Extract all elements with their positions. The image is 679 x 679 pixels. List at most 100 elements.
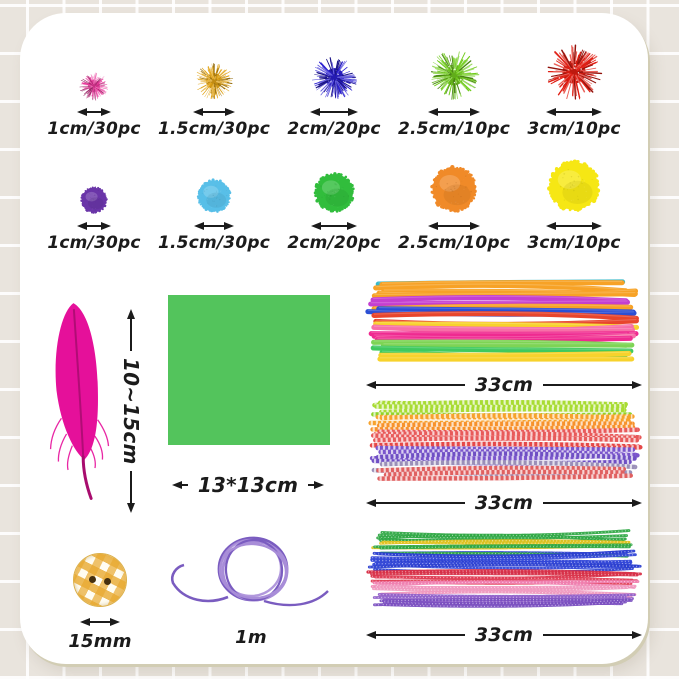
pipe-cleaner-bundle-image <box>365 279 640 362</box>
pom-image <box>79 72 108 101</box>
pom-size-label: 1cm/30pc <box>47 232 141 253</box>
pom-item: 1.5cm/30pc <box>156 31 272 139</box>
arrow-right-icon <box>592 107 603 116</box>
arrow-right-icon <box>469 221 480 230</box>
pom-size-label: 2cm/20pc <box>287 118 381 139</box>
pom-image <box>196 62 234 99</box>
pom-item: 1cm/30pc <box>36 31 152 139</box>
pom-size-label: 3cm/10pc <box>527 232 621 253</box>
bundle-length-label: 33cm <box>474 492 534 514</box>
cord-block: 1m <box>168 525 334 649</box>
gingham-button-image <box>73 553 127 607</box>
bundle-length-arrow: 33cm <box>360 624 648 647</box>
pom-image <box>313 171 355 213</box>
arrow-right-icon <box>314 481 324 489</box>
pom-size-arrow <box>428 106 480 118</box>
feather-shaft <box>72 309 85 457</box>
arrow-left-icon <box>310 107 321 116</box>
arrow-right-icon <box>632 381 642 390</box>
pom-image <box>430 164 477 213</box>
pom-image <box>547 159 601 212</box>
pom-size-label: 3cm/10pc <box>527 118 621 139</box>
bundle-length-arrow: 33cm <box>360 374 648 397</box>
pipe-cleaner-bundle-image <box>366 529 643 608</box>
pom-size-label: 2.5cm/10pc <box>397 232 511 253</box>
pom-image <box>311 56 357 99</box>
button-hole <box>89 576 96 583</box>
arrow-left-icon <box>80 618 90 626</box>
pom-item: 3cm/10pc <box>516 145 632 253</box>
arrow-right-icon <box>110 618 120 626</box>
paper-size-label: 13*13cm <box>197 473 299 497</box>
arrow-right-icon <box>347 221 357 230</box>
cord-length-label: 1m <box>235 627 267 648</box>
arrow-right-icon <box>101 107 111 116</box>
feather-stem <box>81 455 93 500</box>
arrow-left-icon <box>545 221 556 230</box>
cord-tail-left <box>170 563 229 603</box>
pom-size-arrow <box>428 220 480 232</box>
button-hole <box>104 578 111 585</box>
pom-size-arrow <box>193 220 235 232</box>
arrow-left-icon <box>428 221 439 230</box>
arrow-right-icon <box>469 107 480 116</box>
pom-size-arrow <box>193 106 235 118</box>
arrow-right-icon <box>632 631 642 640</box>
pom-size-arrow <box>77 220 111 232</box>
pom-item: 2.5cm/10pc <box>396 145 512 253</box>
arrow-right-icon <box>592 221 603 230</box>
arrow-left-icon <box>366 631 376 640</box>
button-block: 15mm <box>66 553 134 653</box>
pom-size-label: 2cm/20pc <box>287 232 381 253</box>
arrow-left-icon <box>366 381 376 390</box>
pom-item: 1.5cm/30pc <box>156 145 272 253</box>
gingham-pattern <box>74 554 126 606</box>
arrow-right-icon <box>225 107 235 116</box>
button-size-label: 15mm <box>68 631 132 652</box>
pom-size-arrow <box>310 106 358 118</box>
bundle-length-label: 33cm <box>474 374 534 396</box>
pipe-cleaner-bundle-solid: 33cm <box>360 275 648 397</box>
arrow-left-icon <box>545 107 556 116</box>
bundle-length-label: 33cm <box>474 624 534 646</box>
pom-size-label: 1.5cm/30pc <box>157 118 271 139</box>
arrow-left-icon <box>172 481 182 489</box>
cord-image <box>170 536 329 607</box>
arrow-right-icon <box>101 221 111 230</box>
arrow-down-icon <box>127 503 135 513</box>
pom-image <box>196 177 232 213</box>
bundle-length-arrow: 33cm <box>360 492 648 515</box>
pom-size-label: 1.5cm/30pc <box>157 232 271 253</box>
arrow-left-icon <box>77 221 87 230</box>
arrow-left-icon <box>428 107 439 116</box>
pom-image <box>80 186 108 214</box>
paper-size-arrow: 13*13cm <box>172 473 324 497</box>
pom-item: 2.5cm/10pc <box>396 31 512 139</box>
pom-size-arrow <box>545 106 603 118</box>
plain-pom-row: 1cm/30pc 1.5cm/30pc 2cm/20pc 2.5cm/10pc <box>32 145 636 253</box>
arrow-right-icon <box>224 221 235 230</box>
pom-size-label: 1cm/30pc <box>47 118 141 139</box>
arrow-left-icon <box>77 107 87 116</box>
button-size-arrow <box>80 616 120 628</box>
feather-length-arrow: 10~15cm <box>118 309 144 513</box>
pom-image <box>547 44 603 100</box>
pipe-cleaner-bundle-tinsel: 33cm <box>360 527 648 647</box>
arrow-right-icon <box>347 107 358 116</box>
pom-item: 1cm/30pc <box>36 145 152 253</box>
pom-size-label: 2.5cm/10pc <box>397 118 511 139</box>
pom-size-arrow <box>77 106 111 118</box>
pom-item: 2cm/20pc <box>276 31 392 139</box>
arrow-left-icon <box>193 221 204 230</box>
glitter-pom-row: 1cm/30pc 1.5cm/30pc 2cm/20pc 2.5cm/10pc <box>32 31 636 139</box>
pom-image <box>430 51 480 100</box>
feather-vane <box>55 303 98 460</box>
arrow-left-icon <box>193 107 203 116</box>
pom-size-arrow <box>545 220 603 232</box>
pipe-cleaner-bundle-striped: 33cm <box>360 393 648 515</box>
content-card: 1cm/30pc 1.5cm/30pc 2cm/20pc 2.5cm/10pc <box>20 13 648 664</box>
feather-fluff <box>49 417 110 471</box>
pipe-cleaner-bundle-image <box>368 399 643 481</box>
feather-image <box>49 303 110 500</box>
